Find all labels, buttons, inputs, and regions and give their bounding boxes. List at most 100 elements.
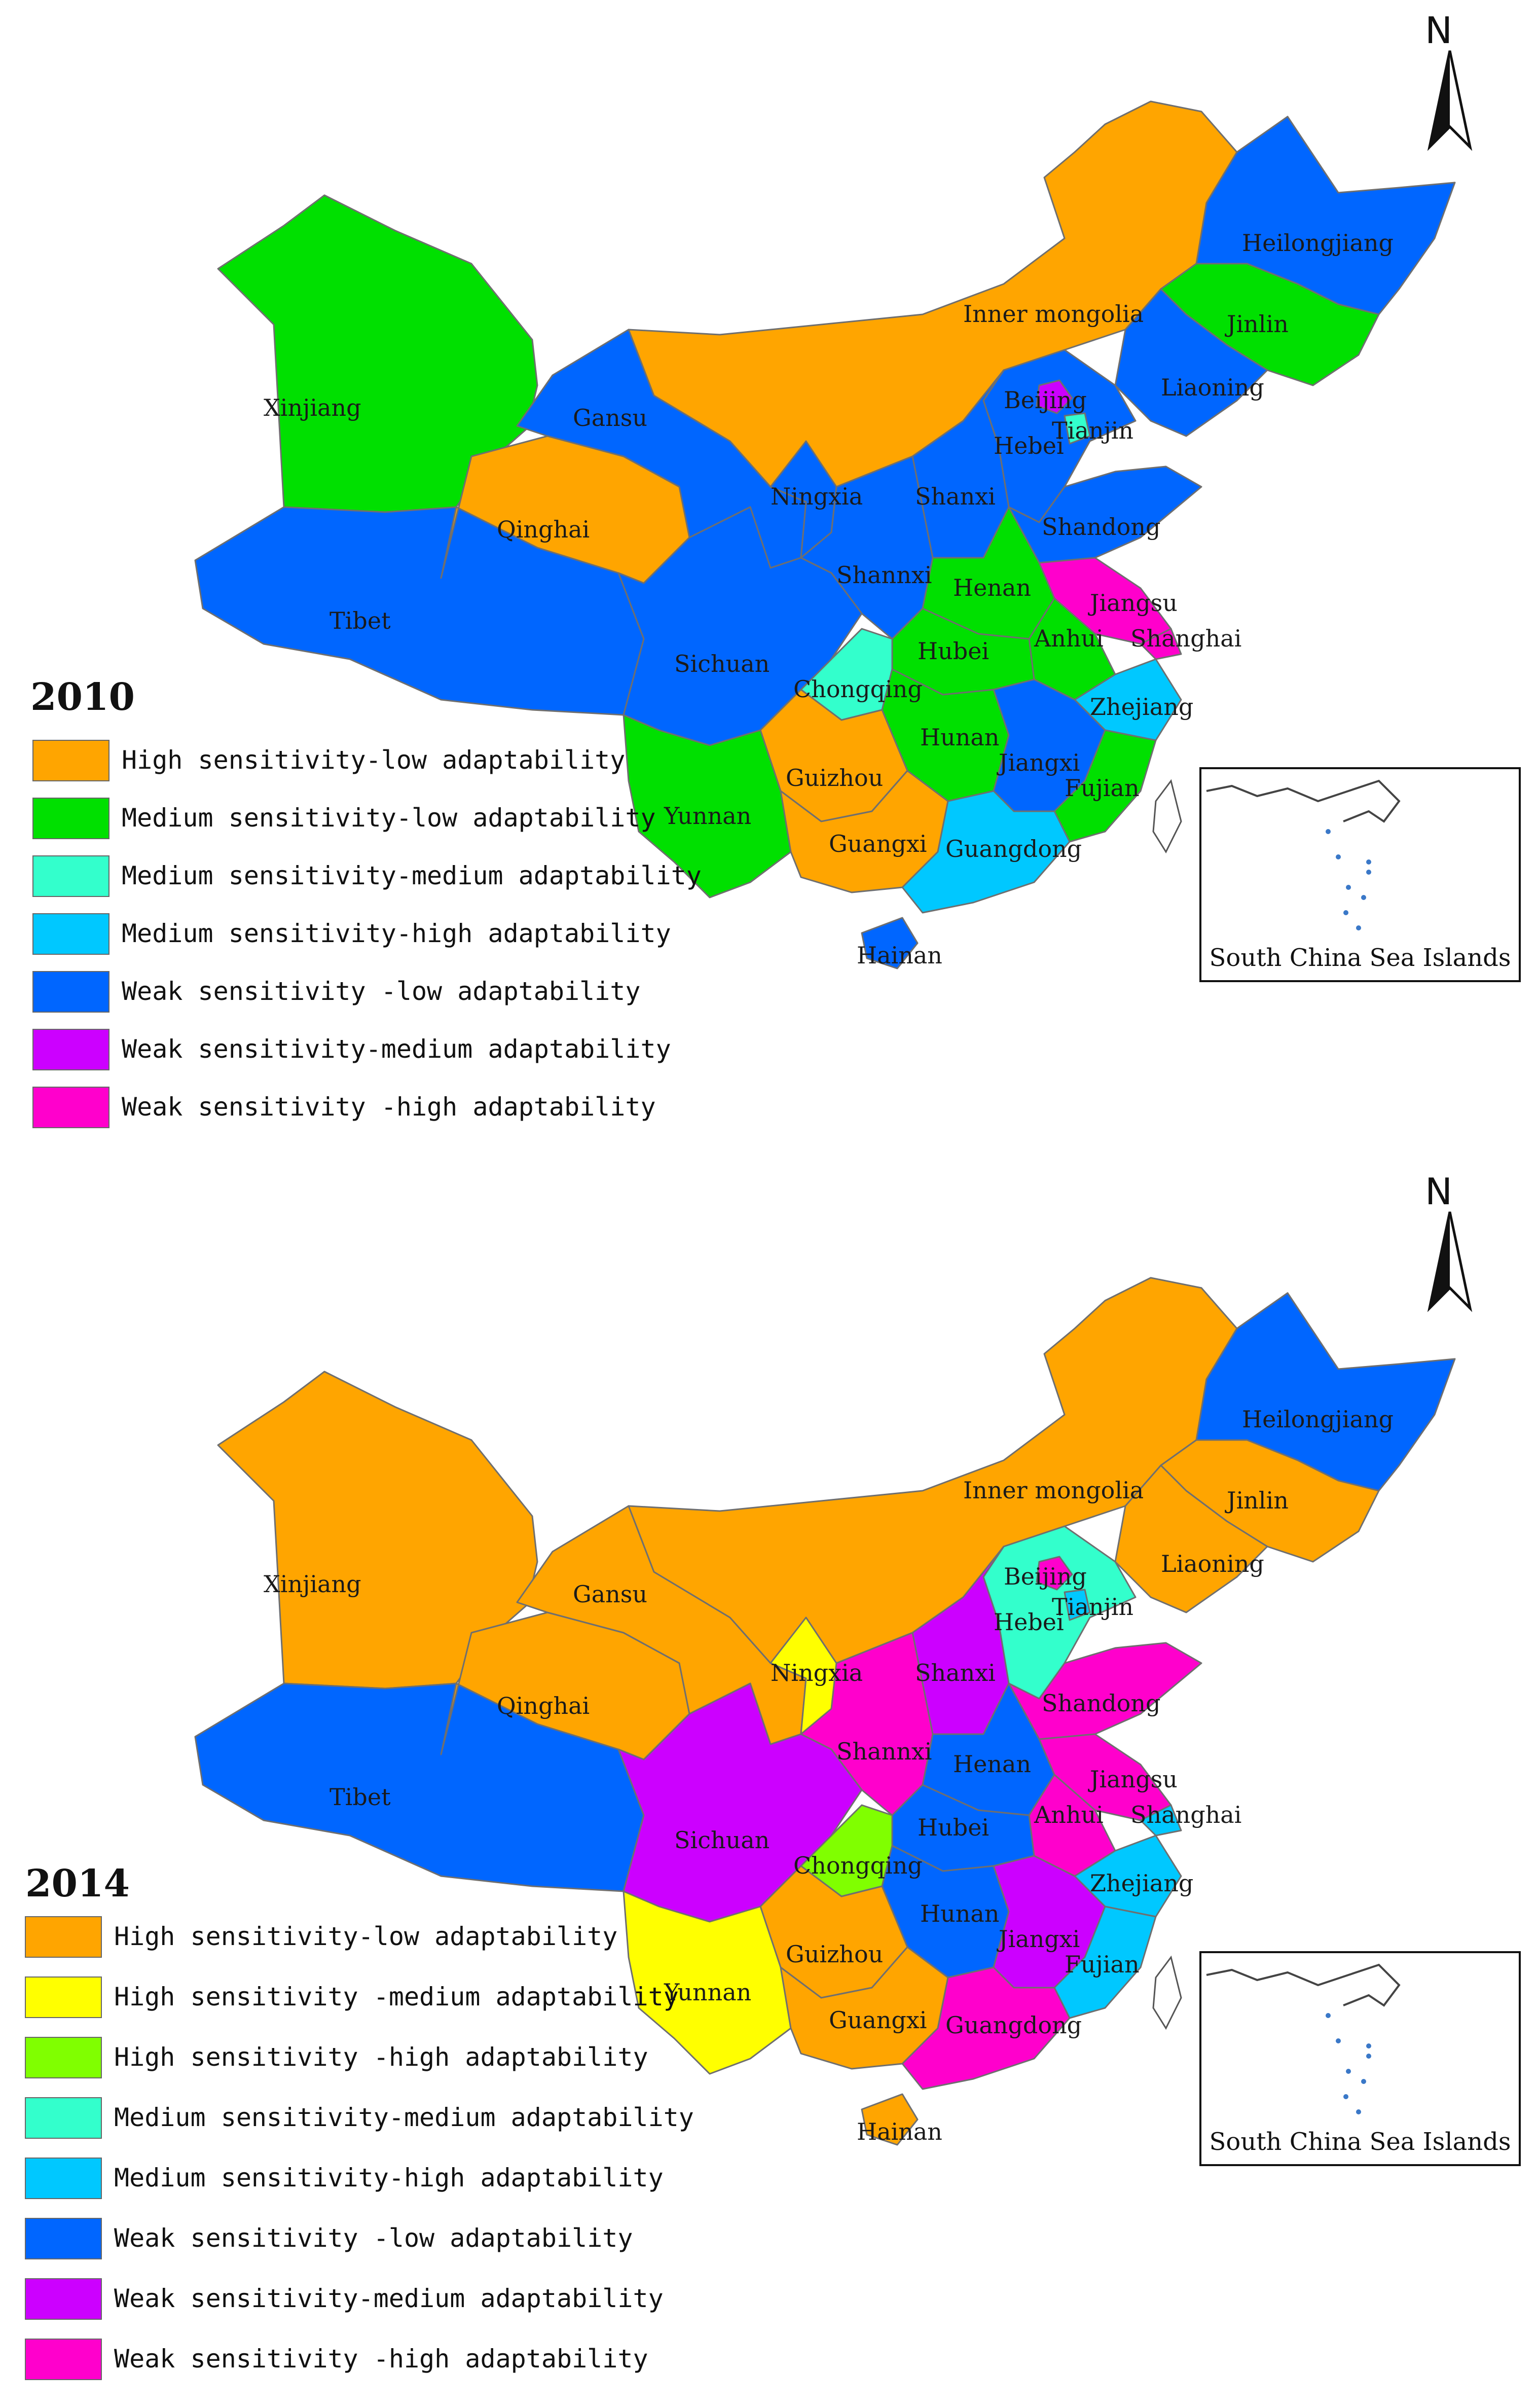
- label-liaoning: Liaoning: [1161, 374, 1264, 401]
- legend-swatch: [25, 2339, 102, 2380]
- inset-coastline: [1206, 1963, 1401, 2007]
- region-tianjin: [1064, 412, 1091, 445]
- map-2010: Xinjiang Tibet Qinghai Gansu Inner mongo…: [30, 9, 1521, 1128]
- label-zhejiang: Zhejiang: [1090, 693, 1193, 721]
- label-qinghai: Qinghai: [497, 516, 590, 543]
- region-shannxi: [800, 455, 934, 640]
- label-shanghai: Shanghai: [1130, 625, 1241, 652]
- label-gansu: Gansu: [573, 1580, 647, 1608]
- region-guangdong: [901, 790, 1071, 914]
- label-chongqing: Chongqing: [793, 1852, 923, 1879]
- label-anhui: Anhui: [1034, 625, 1104, 652]
- label-hunan: Hunan: [920, 724, 999, 751]
- year-title: 2010: [30, 675, 135, 719]
- label-guangxi: Guangxi: [829, 830, 927, 857]
- legend-label: High sensitivity-low adaptability: [122, 745, 625, 775]
- province-labels: Xinjiang Tibet Qinghai Gansu Inner mongo…: [264, 229, 1394, 969]
- label-guizhou: Guizhou: [786, 1940, 883, 1968]
- inset-label: South China Sea Islands: [1210, 944, 1511, 972]
- legend-swatch: [25, 2158, 102, 2199]
- legend-swatch: [32, 740, 109, 781]
- label-anhui: Anhui: [1034, 1801, 1104, 1828]
- south-china-sea-inset: South China Sea Islands: [1199, 1951, 1521, 2166]
- legend-label: Weak sensitivity-medium adaptability: [114, 2284, 664, 2313]
- label-jinlin: Jinlin: [1225, 1487, 1289, 1514]
- label-tianjin: Tianjin: [1052, 417, 1133, 444]
- label-shanghai: Shanghai: [1130, 1801, 1241, 1828]
- region-shanghai: [1140, 628, 1182, 660]
- label-tianjin: Tianjin: [1052, 1593, 1133, 1621]
- inset-islands: [1326, 2013, 1371, 2114]
- legend-label: Weak sensitivity -low adaptability: [122, 977, 641, 1006]
- label-hunan: Hunan: [920, 1900, 999, 1927]
- label-yunnan: Yunnan: [664, 802, 751, 830]
- legend-label: Medium sensitivity-high adaptability: [114, 2163, 664, 2193]
- taiwan-island: [1152, 779, 1182, 854]
- legend-swatch: [32, 1029, 109, 1070]
- legend-label: Weak sensitivity -high adaptability: [114, 2344, 648, 2374]
- region-fujian: [1053, 729, 1157, 843]
- region-beijing: [1036, 1556, 1073, 1591]
- label-gansu: Gansu: [573, 404, 647, 432]
- region-hainan: [861, 2093, 919, 2146]
- north-arrow: N: [1425, 1170, 1473, 1312]
- year-title: 2014: [25, 1862, 130, 1906]
- region-hainan: [861, 917, 919, 969]
- region-liaoning: [1114, 1464, 1268, 1613]
- label-hubei: Hubei: [918, 637, 989, 665]
- label-guangdong: Guangdong: [945, 835, 1082, 862]
- label-tibet: Tibet: [330, 607, 391, 634]
- label-heilongjiang: Heilongjiang: [1242, 1406, 1394, 1433]
- label-shandong: Shandong: [1042, 513, 1160, 541]
- label-shandong: Shandong: [1042, 1690, 1160, 1717]
- label-henan: Henan: [953, 1750, 1031, 1778]
- map-2014: Xinjiang Tibet Qinghai Gansu Inner mongo…: [25, 1170, 1521, 2380]
- inset-islands: [1326, 829, 1371, 930]
- region-fujian: [1053, 1906, 1157, 2019]
- label-xinjiang: Xinjiang: [264, 394, 361, 421]
- label-xinjiang: Xinjiang: [264, 1570, 361, 1598]
- label-ningxia: Ningxia: [771, 483, 863, 510]
- legend: High sensitivity-low adaptability Medium …: [32, 740, 702, 1128]
- label-liaoning: Liaoning: [1161, 1550, 1264, 1577]
- label-fujian: Fujian: [1065, 1951, 1140, 1978]
- region-tianjin: [1064, 1589, 1091, 1621]
- legend-label: Weak sensitivity -high adaptability: [122, 1092, 656, 1122]
- label-beijing: Beijing: [1004, 1563, 1087, 1590]
- label-jinlin: Jinlin: [1225, 310, 1289, 338]
- label-hubei: Hubei: [918, 1814, 989, 1841]
- label-fujian: Fujian: [1065, 774, 1140, 802]
- province-layer: [194, 100, 1456, 969]
- label-zhejiang: Zhejiang: [1090, 1870, 1193, 1897]
- legend-label: High sensitivity -medium adaptability: [114, 1982, 679, 2011]
- label-tibet: Tibet: [330, 1783, 391, 1811]
- region-liaoning: [1114, 288, 1268, 437]
- label-shanxi: Shanxi: [915, 1659, 996, 1686]
- north-arrow-fill-icon: [1430, 51, 1450, 147]
- legend-swatch: [25, 2278, 102, 2320]
- legend-swatch: [25, 2218, 102, 2259]
- legend-label: High sensitivity -high adaptability: [114, 2042, 648, 2072]
- label-inner-mongolia: Inner mongolia: [963, 300, 1144, 328]
- label-hebei: Hebei: [994, 432, 1064, 459]
- legend-swatch: [25, 2037, 102, 2078]
- legend-label: Medium sensitivity-medium adaptability: [114, 2103, 694, 2132]
- label-jiangsu: Jiangsu: [1088, 589, 1178, 617]
- region-yunnan: [623, 714, 792, 898]
- inset-frame: [1199, 1951, 1521, 2166]
- legend-swatch: [32, 971, 109, 1013]
- label-jiangsu: Jiangsu: [1088, 1766, 1178, 1793]
- inset-label: South China Sea Islands: [1210, 2128, 1511, 2156]
- label-heilongjiang: Heilongjiang: [1242, 229, 1394, 257]
- region-beijing: [1036, 379, 1073, 414]
- inset-coastline: [1206, 779, 1401, 823]
- taiwan-island: [1152, 1955, 1182, 2030]
- label-hainan: Hainan: [857, 942, 942, 969]
- label-henan: Henan: [953, 574, 1031, 601]
- province-layer: Xinjiang Tibet Qinghai Gansu Inner mongo…: [194, 1277, 1456, 2146]
- legend-label: Medium sensitivity-high adaptability: [122, 919, 671, 948]
- south-china-sea-inset: South China Sea Islands: [1199, 767, 1521, 982]
- label-shanxi: Shanxi: [915, 483, 996, 510]
- legend-label: Weak sensitivity -low adaptability: [114, 2223, 633, 2253]
